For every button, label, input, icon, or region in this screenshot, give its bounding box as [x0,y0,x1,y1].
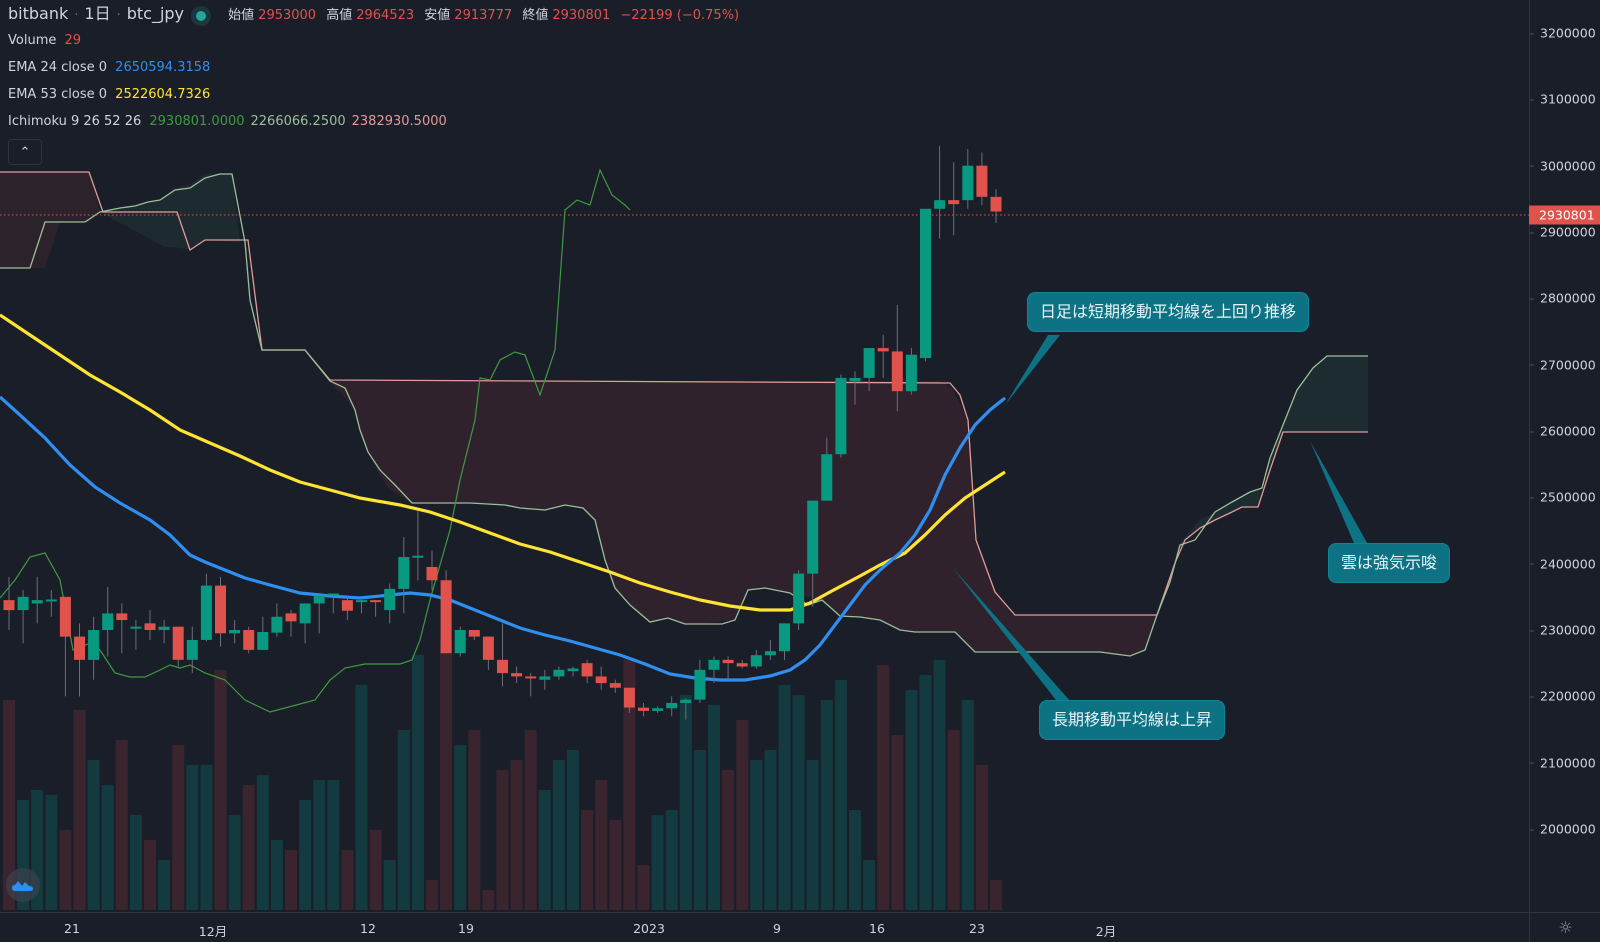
ema24-legend-row[interactable]: EMA 24 close 0 2650594.3158 [8,54,745,81]
collapse-legend-button[interactable]: ⌃ [8,139,42,165]
price-tick: 2100000 [1530,755,1596,771]
price-tick: 2200000 [1530,688,1596,704]
exchange-name[interactable]: bitbank [8,4,69,23]
ichimoku-tenkan [0,168,631,713]
chart-legend: bitbank · 1日 · btc_jpy 始値 2953000 高値 2964523 安… [8,0,745,135]
market-status-dot-icon [196,10,207,21]
annotation-text: 長期移動平均線は上昇 [1052,710,1213,729]
tradingview-logo[interactable] [6,868,40,902]
ohlc-open-label: 始値 [228,8,255,23]
volume-value: 29 [64,33,82,48]
cloud-logo-icon [12,881,33,891]
callout-pointers [953,335,1375,718]
annotation-callout-long-ma[interactable]: 長期移動平均線は上昇 [1039,700,1226,740]
time-tick: 12 [360,921,376,936]
annotation-text: 雲は強気示唆 [1341,553,1438,572]
chevron-up-icon: ⌃ [19,144,31,160]
ichimoku-legend-row[interactable]: Ichimoku 9 26 52 26 2930801.0000 2266066.… [8,108,745,135]
gear-icon: ☼ [1558,918,1573,937]
time-tick: 12月 [198,924,228,939]
ema53-legend-row[interactable]: EMA 53 close 0 2522604.7326 [8,81,745,108]
ohlc-low-label: 安値 [424,8,451,23]
time-tick: 2023 [633,921,665,936]
price-tick: 2300000 [1530,622,1596,638]
price-tick: 3100000 [1530,91,1596,107]
ema24-label: EMA 24 close 0 [8,60,108,75]
price-tick: 3000000 [1530,158,1596,174]
ohlc-low-value: 2913777 [454,8,513,23]
volume-legend-row[interactable]: Volume 29 [8,27,745,54]
price-tick: 3200000 [1530,25,1596,41]
ema24-value: 2650594.3158 [115,60,211,75]
ohlc-high-value: 2964523 [356,8,415,23]
ema24-line [0,395,1006,682]
ohlc-open-value: 2953000 [258,8,317,23]
annotation-callout-cloud[interactable]: 雲は強気示唆 [1328,543,1451,583]
ichimoku-label: Ichimoku 9 26 52 26 [8,114,142,129]
ichimoku-span-a [0,173,1368,657]
ohlc-close-label: 終値 [522,8,549,23]
symbol-row: bitbank · 1日 · btc_jpy 始値 2953000 高値 2964523 安… [8,4,740,23]
time-tick: 19 [458,921,474,936]
time-tick: 9 [773,921,781,936]
price-change: −22199 (−0.75%) [620,8,740,23]
ema53-label: EMA 53 close 0 [8,87,108,102]
time-tick: 23 [969,921,985,936]
interval[interactable]: 1日 [84,4,111,23]
price-tick: 2400000 [1530,556,1596,572]
chart-settings-button[interactable]: ☼ [1529,912,1600,942]
price-chart-canvas[interactable] [0,0,1529,912]
ichimoku-span-b [0,171,1368,616]
price-tick: 2500000 [1530,489,1596,505]
ichimoku-cloud [0,172,1368,656]
ohlc-close-value: 2930801 [552,8,611,23]
ema53-line [0,313,1006,612]
candlesticks [3,145,1002,720]
volume-bars [3,640,1002,910]
annotation-text: 日足は短期移動平均線を上回り推移 [1040,302,1297,321]
volume-label: Volume [8,33,57,48]
ema53-value: 2522604.7326 [115,87,211,102]
ichimoku-span-value: 2382930.5000 [351,114,447,129]
price-tick: 2700000 [1530,357,1596,373]
price-tick: 2600000 [1530,423,1596,439]
ichimoku-kijun-value: 2266066.2500 [250,114,346,129]
price-axis[interactable]: 3200000 3100000 3000000 2900000 2800000 27000… [1529,0,1600,912]
ichimoku-tenkan-value: 2930801.0000 [149,114,245,129]
ohlc-high-label: 高値 [326,8,353,23]
time-axis[interactable]: 21 12月 12 19 2023 9 16 23 2月 [0,912,1529,942]
symbol-name[interactable]: btc_jpy [126,4,185,23]
time-tick: 2月 [1095,924,1117,939]
annotation-callout-short-ma[interactable]: 日足は短期移動平均線を上回り推移 [1027,292,1310,332]
price-tick: 2900000 [1530,224,1596,240]
price-tick: 2800000 [1530,290,1596,306]
price-tick: 2000000 [1530,821,1596,837]
time-tick: 16 [869,921,885,936]
last-price-label: 2930801 [1529,205,1600,225]
time-tick: 21 [64,921,80,936]
